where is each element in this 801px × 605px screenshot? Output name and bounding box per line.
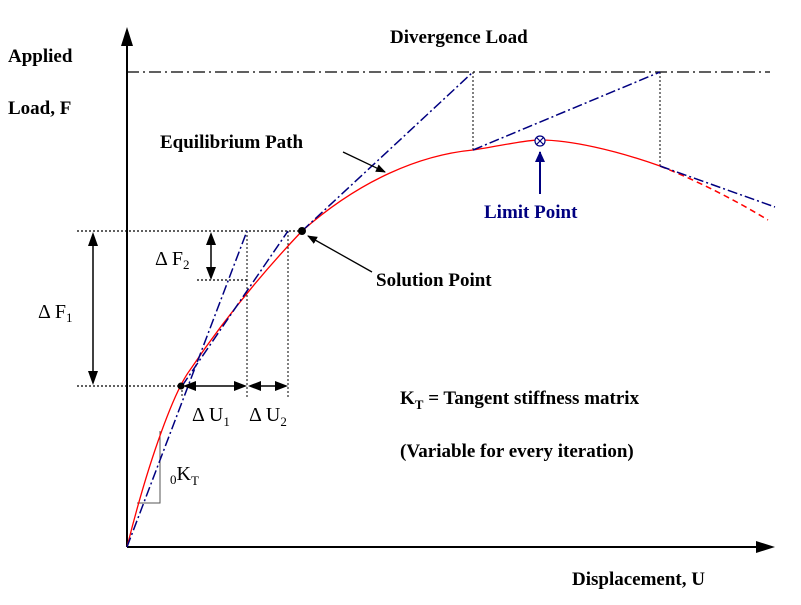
kt-note: (Variable for every iteration): [400, 441, 634, 462]
delta-f1-arrow-bottom-icon: [88, 371, 98, 385]
equilibrium-path-label: Equilibrium Path: [160, 132, 303, 153]
delta-u1-arrow-right-icon: [234, 381, 247, 391]
delta-u2-arrow-right-icon: [275, 381, 288, 391]
y-axis-arrow-icon: [121, 27, 133, 46]
divergence-load-label: Divergence Load: [390, 27, 528, 48]
limit-point-marker-icon: [534, 135, 546, 147]
x-axis-label: Displacement, U: [572, 569, 705, 590]
equilibrium-path-curve: [126, 139, 661, 548]
delta-u1-arrow-left-icon: [183, 381, 196, 391]
tangent-line-1: [126, 230, 248, 548]
delta-u2-arrow-left-icon: [248, 381, 261, 391]
solution-point-label: Solution Point: [376, 270, 492, 291]
delta-f1-label: Δ F1: [38, 301, 73, 325]
y-axis-label-line1: Applied: [8, 46, 73, 67]
solution-point-marker: [298, 227, 306, 235]
x-axis-arrow-icon: [756, 541, 775, 553]
delta-f2-label: Δ F2: [155, 248, 190, 272]
limit-point-label: Limit Point: [484, 202, 578, 223]
tangent-line-2: [181, 230, 289, 387]
delta-f2-arrow-top-icon: [206, 232, 216, 245]
delta-u1-label: Δ U1: [192, 404, 230, 429]
kt-definition: KT = Tangent stiffness matrix: [400, 388, 640, 412]
y-axis-label-line2: Load, F: [8, 98, 71, 119]
delta-f2-arrow-bottom-icon: [206, 267, 216, 280]
initial-kt-label: 0KT: [170, 463, 199, 488]
tangent-line-5: [659, 165, 776, 208]
tangent-line-3: [301, 71, 474, 232]
delta-f1-arrow-top-icon: [88, 232, 98, 246]
equilibrium-path-dashed: [659, 165, 769, 221]
solution-point-pointer: [307, 235, 373, 273]
tangent-line-4: [472, 71, 661, 151]
iteration-point: [177, 382, 185, 390]
delta-u2-label: Δ U2: [249, 404, 287, 429]
kt-slope-triangle: [137, 431, 161, 504]
equilibrium-path-pointer: [342, 151, 386, 173]
